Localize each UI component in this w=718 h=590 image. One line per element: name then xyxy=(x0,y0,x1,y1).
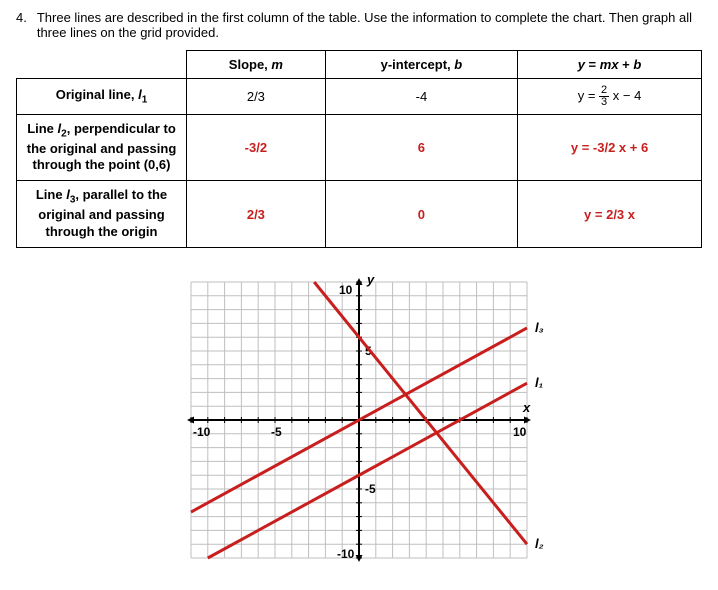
col-yint: y-intercept, b xyxy=(325,51,517,79)
cell-slope: 2/3 xyxy=(187,181,326,247)
table-header-row: Slope, m y-intercept, b y = mx + b xyxy=(17,51,702,79)
data-table: Slope, m y-intercept, b y = mx + b Origi… xyxy=(16,50,702,248)
cell-yint: -4 xyxy=(325,79,517,115)
svg-text:-5: -5 xyxy=(271,425,282,439)
table-row: Line l2, perpendicular to the original a… xyxy=(17,115,702,181)
cell-eqn: y = 2/3 x xyxy=(518,181,702,247)
svg-text:10: 10 xyxy=(513,425,527,439)
svg-text:-10: -10 xyxy=(337,547,355,561)
cell-yint: 0 xyxy=(325,181,517,247)
graph: -10-5105-510-10yxl₁l₂l₃ xyxy=(169,260,549,580)
corner-cell xyxy=(17,51,187,79)
question-prompt: 4. Three lines are described in the firs… xyxy=(16,10,702,40)
svg-text:-10: -10 xyxy=(193,425,211,439)
svg-text:y: y xyxy=(366,272,375,287)
svg-text:10: 10 xyxy=(339,283,353,297)
row-label: Line l3, parallel to the original and pa… xyxy=(17,181,187,247)
col-eqn: y = mx + b xyxy=(518,51,702,79)
cell-eqn: y = -3/2 x + 6 xyxy=(518,115,702,181)
svg-text:l₂: l₂ xyxy=(535,536,544,551)
svg-text:x: x xyxy=(522,400,531,415)
col-slope: Slope, m xyxy=(187,51,326,79)
question-number: 4. xyxy=(16,10,27,40)
svg-text:-5: -5 xyxy=(365,482,376,496)
svg-text:l₁: l₁ xyxy=(535,375,543,390)
cell-eqn: y = 23 x − 4 xyxy=(518,79,702,115)
question-text: Three lines are described in the first c… xyxy=(37,10,702,40)
cell-slope: -3/2 xyxy=(187,115,326,181)
row-label: Original line, l1 xyxy=(17,79,187,115)
table-row: Line l3, parallel to the original and pa… xyxy=(17,181,702,247)
cell-yint: 6 xyxy=(325,115,517,181)
svg-text:l₃: l₃ xyxy=(535,320,544,335)
table-row: Original line, l12/3-4y = 23 x − 4 xyxy=(17,79,702,115)
row-label: Line l2, perpendicular to the original a… xyxy=(17,115,187,181)
cell-slope: 2/3 xyxy=(187,79,326,115)
